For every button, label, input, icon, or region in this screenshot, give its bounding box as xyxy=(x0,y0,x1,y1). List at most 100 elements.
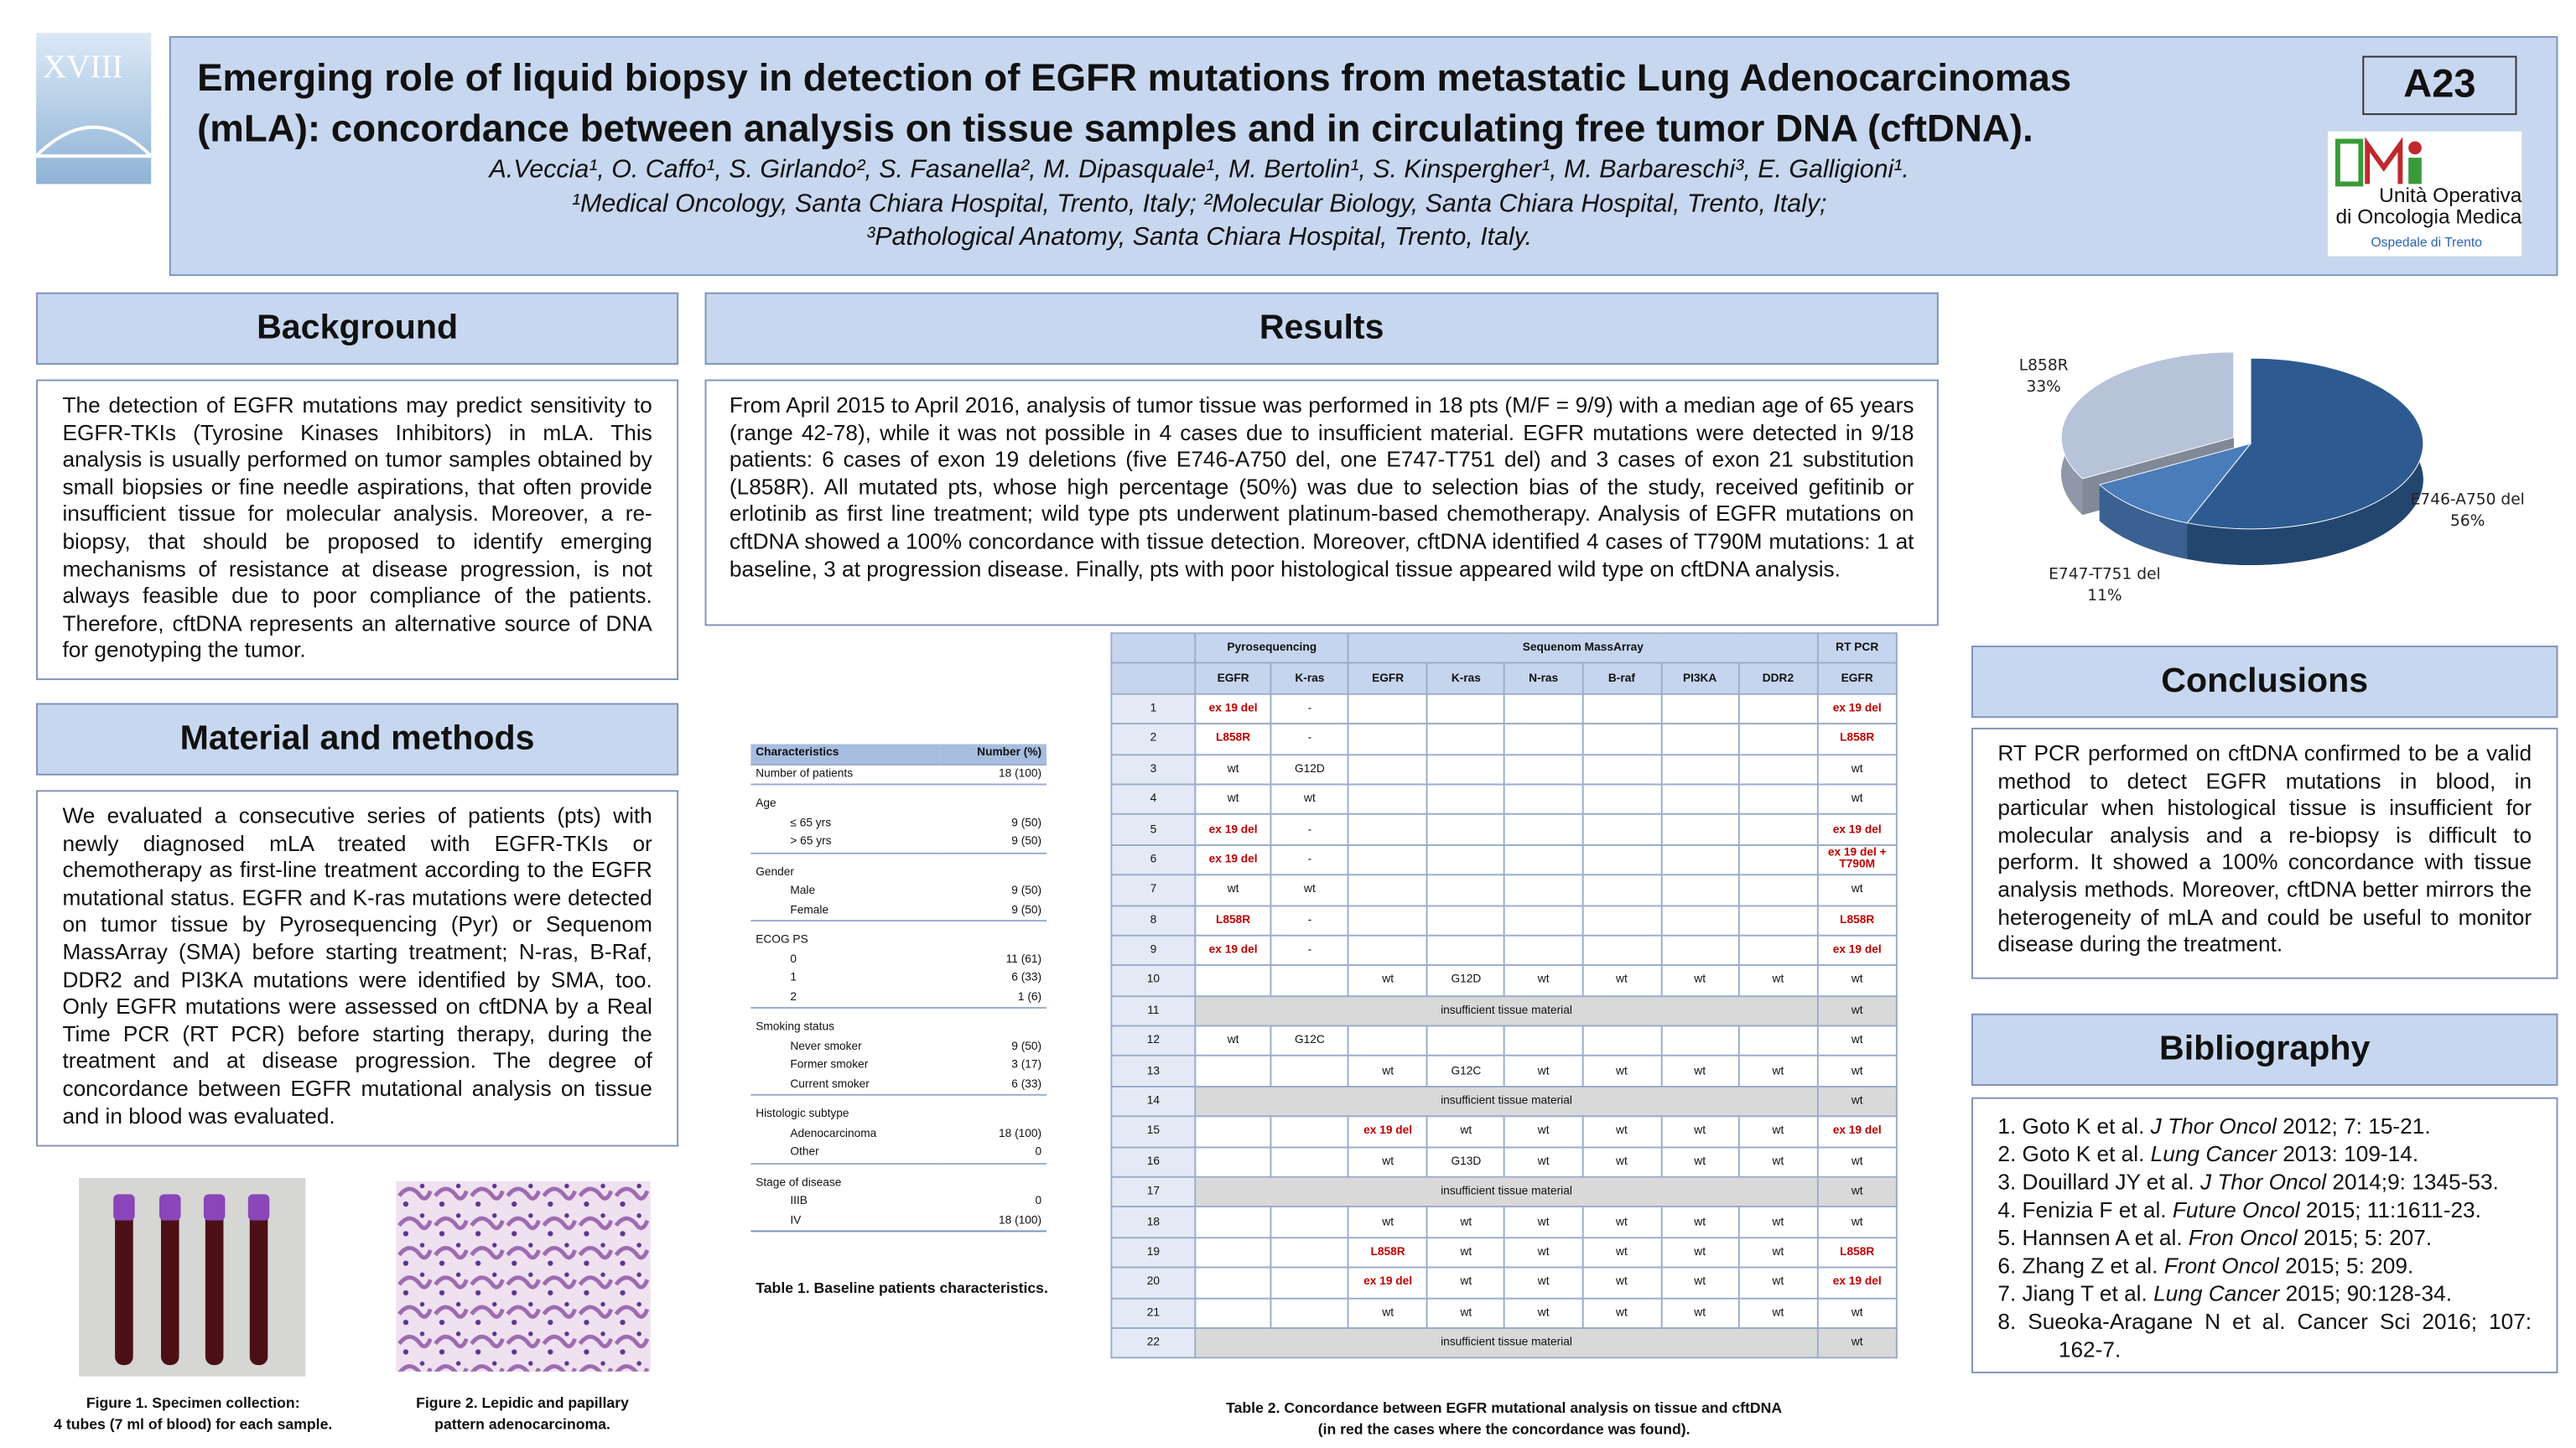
tube xyxy=(203,1194,226,1366)
value-cell xyxy=(939,1008,1046,1037)
note-cell: insufficient tissue material xyxy=(1194,1326,1819,1360)
bib-item: 4. Fenizia F et al. Future Oncol 2015; 1… xyxy=(1997,1196,2532,1223)
cell: wt xyxy=(1816,1326,1898,1360)
cell xyxy=(1660,813,1740,846)
column-cell: K-ras xyxy=(1270,662,1350,695)
cell: wt xyxy=(1348,1055,1429,1087)
column-cell: EGFR xyxy=(1348,662,1429,695)
bib-item: 1. Goto K et al. J Thor Oncol 2012; 7: 1… xyxy=(1997,1112,2532,1139)
bibliography-list: 1. Goto K et al. J Thor Oncol 2012; 7: 1… xyxy=(1971,1097,2558,1373)
conference-logo: XVIII xyxy=(36,33,152,184)
background-text: The detection of EGFR mutations may pred… xyxy=(36,379,679,681)
slice xyxy=(2060,351,2235,480)
label-cell: 0 xyxy=(790,953,797,966)
bib-part: 6. Zhang Z et al. xyxy=(1997,1253,2164,1279)
cell: wt xyxy=(1816,1296,1898,1329)
bib-part: J Thor Oncol xyxy=(2150,1113,2277,1139)
value-cell: 9 (50) xyxy=(1011,885,1042,898)
logo-line: Unità Operativa xyxy=(2379,184,2522,207)
cell: ex 19 del xyxy=(1816,1266,1898,1299)
label-cell: 1 xyxy=(790,973,797,985)
note-cell: insufficient tissue material xyxy=(1194,1085,1819,1118)
cell: wt xyxy=(1816,1176,1898,1208)
affiliation: ¹Medical Oncology, Santa Chiara Hospital… xyxy=(571,189,1827,218)
table-row: Never smoker 9 (50) xyxy=(750,1037,1046,1056)
cell: wt xyxy=(1581,964,1662,997)
value-cell: 18 (100) xyxy=(999,1128,1042,1140)
table-row: 1 ex 19 del - ex 19 del xyxy=(1110,693,1898,725)
table-row: Number of patients 18 (100) xyxy=(750,764,1047,784)
cell xyxy=(1660,693,1740,725)
id-cell: 16 xyxy=(1110,1145,1197,1178)
cell xyxy=(1270,1115,1350,1148)
group-cell: Sequenom MassArray xyxy=(1348,632,1819,665)
value-cell: 18 (100) xyxy=(999,1215,1042,1227)
cell xyxy=(1504,783,1583,816)
group-row: Pyrosequencing Sequenom MassArray RT PCR xyxy=(1110,632,1898,665)
cell xyxy=(1426,904,1506,937)
value-cell: 1 (6) xyxy=(1017,991,1042,1004)
table-row: 16 wt G13D wt wt wt wt wt xyxy=(1110,1145,1898,1178)
header-row: Characteristics Number (%) xyxy=(750,744,1047,765)
table-row: 22 insufficient tissue material wt xyxy=(1110,1326,1898,1360)
cell xyxy=(1270,1145,1350,1178)
cell: - xyxy=(1270,934,1350,967)
column-cell: DDR2 xyxy=(1737,662,1819,695)
affiliation: ³Pathological Anatomy, Santa Chiara Hosp… xyxy=(866,223,1533,252)
cell xyxy=(1737,693,1819,725)
table-row: Age xyxy=(750,784,1047,814)
results-text: From April 2015 to April 2016, analysis … xyxy=(704,379,1939,626)
label-cell: ECOG PS xyxy=(756,935,808,947)
slice-label: E746-A750 del 56% xyxy=(2411,491,2525,530)
value-cell: 9 (50) xyxy=(1011,1041,1042,1053)
cell xyxy=(1737,843,1819,876)
figure-caption: Figure 1. Specimen collection: 4 tubes (… xyxy=(17,1393,370,1435)
group-cell: RT PCR xyxy=(1816,632,1898,665)
title: Emerging role of liquid biopsy in detect… xyxy=(197,53,2071,154)
section-heading: Conclusions xyxy=(1971,645,2558,719)
cell xyxy=(1194,1115,1272,1148)
cell xyxy=(1270,1266,1350,1299)
cell xyxy=(1426,843,1506,876)
column-cell: B-raf xyxy=(1581,662,1662,695)
cell: wt xyxy=(1737,1266,1819,1299)
cell: wt xyxy=(1816,874,1898,906)
bib-part: 2015; 5: 209. xyxy=(2278,1253,2414,1279)
label-cell: Smoking status xyxy=(756,1022,834,1034)
cell xyxy=(1426,934,1506,967)
cell xyxy=(1504,723,1583,755)
table-row: Female 9 (50) xyxy=(750,901,1046,921)
cell: - xyxy=(1270,813,1350,846)
cell: wt xyxy=(1581,1145,1662,1178)
table2-wrap: Pyrosequencing Sequenom MassArray RT PCR EG… xyxy=(1110,632,1898,1360)
cell xyxy=(1737,874,1819,906)
cell: wt xyxy=(1426,1115,1506,1148)
id-cell: 11 xyxy=(1110,994,1197,1027)
cell xyxy=(1504,843,1583,876)
section-heading: Results xyxy=(704,292,1939,365)
section-heading: Background xyxy=(36,292,679,365)
id-cell: 8 xyxy=(1110,904,1197,937)
cell xyxy=(1270,964,1350,997)
bib-part: 2014;9: 1345-53. xyxy=(2326,1169,2499,1195)
cell xyxy=(1194,964,1272,997)
cell xyxy=(1194,1055,1272,1087)
cell: wt xyxy=(1737,1145,1819,1178)
table-row: 18 wt wt wt wt wt wt wt xyxy=(1110,1206,1898,1238)
label-cell: Female xyxy=(790,905,829,916)
cell: wt xyxy=(1581,1266,1662,1299)
logo-icon xyxy=(2334,137,2422,187)
id-cell: 22 xyxy=(1110,1326,1197,1360)
cell xyxy=(1660,904,1740,937)
bib-part: 2015; 5: 207. xyxy=(2297,1225,2433,1250)
caption-line: Table 2. Concordance between EGFR mutati… xyxy=(1226,1399,1783,1416)
cell xyxy=(1270,1236,1350,1269)
category-label: E747-T751 del xyxy=(2049,566,2161,584)
table-row: 2 L858R - L858R xyxy=(1110,723,1898,755)
cell: wt xyxy=(1504,1115,1583,1148)
value-cell: 0 xyxy=(1035,1196,1042,1208)
id-cell: 7 xyxy=(1110,874,1197,906)
cell: wt xyxy=(1194,1025,1272,1057)
bib-item: 3. Douillard JY et al. J Thor Oncol 2014… xyxy=(1997,1168,2532,1196)
cell: wt xyxy=(1660,1236,1740,1269)
